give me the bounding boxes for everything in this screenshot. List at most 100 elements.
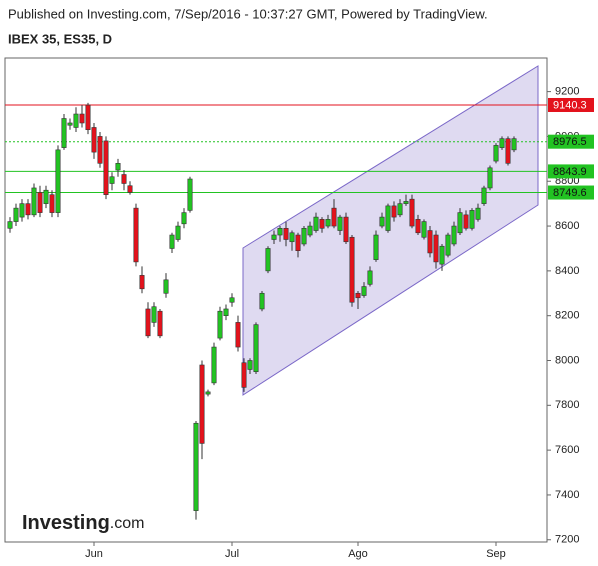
candle-body: [157, 310, 163, 337]
x-tick-label: Ago: [348, 548, 368, 560]
candle-body: [349, 236, 355, 303]
candle-body: [433, 234, 439, 263]
y-tick-label: 8400: [555, 265, 579, 277]
candle-body: [37, 192, 43, 213]
candle-body: [193, 422, 199, 511]
level-label: 8843.9: [553, 166, 587, 178]
y-tick-label: 7600: [555, 444, 579, 456]
candle-body: [409, 198, 415, 227]
candle-body: [55, 149, 61, 213]
candle-body: [235, 322, 241, 348]
candle-body: [103, 140, 109, 195]
candle-body: [421, 221, 427, 238]
header: Published on Investing.com, 7/Sep/2016 -…: [8, 6, 488, 21]
y-tick-label: 7800: [555, 399, 579, 411]
candle-body: [151, 306, 157, 323]
y-tick-label: 7400: [555, 489, 579, 501]
candle-body: [295, 234, 301, 252]
candle-body: [175, 225, 181, 240]
candle-body: [49, 194, 55, 213]
candle-body: [319, 219, 325, 229]
candle-body: [79, 113, 85, 124]
candle-body: [487, 167, 493, 189]
candle-body: [115, 163, 121, 171]
y-tick-label: 7200: [555, 534, 579, 546]
candle-body: [277, 227, 283, 236]
candle-body: [481, 187, 487, 204]
level-label-box: [548, 185, 594, 200]
candle-body: [301, 227, 307, 245]
level-label-box: [548, 134, 594, 149]
level-label-box: [548, 164, 594, 179]
trend-channel: [242, 65, 539, 396]
candle-body: [229, 297, 235, 303]
logo: Investing.com: [22, 512, 144, 534]
candle-body: [73, 113, 79, 128]
chart-title: IBEX 35, ES35, D: [8, 31, 112, 46]
candle-body: [127, 185, 133, 193]
candle-body: [247, 360, 253, 370]
y-tick-label: 9200: [555, 86, 579, 98]
candle-body: [391, 205, 397, 218]
candle-body: [499, 138, 505, 148]
candle-body: [241, 362, 247, 388]
candle-body: [379, 216, 385, 227]
candle-body: [25, 203, 31, 216]
candle-body: [223, 308, 229, 316]
candle-body: [445, 234, 451, 256]
candle-body: [217, 310, 223, 339]
candle-body: [373, 234, 379, 260]
candle-body: [463, 214, 469, 229]
candle-body: [427, 230, 433, 254]
y-tick-label: 8000: [555, 354, 579, 366]
marks: [5, 102, 547, 520]
candle-body: [271, 234, 277, 240]
candle-body: [211, 346, 217, 384]
candle-body: [451, 225, 457, 245]
candle-body: [415, 219, 421, 234]
candle-body: [61, 118, 67, 148]
candle-body: [331, 207, 337, 227]
candle-body: [361, 286, 367, 296]
candle-body: [337, 216, 343, 231]
candle-body: [97, 136, 103, 164]
logo-main: Investing: [22, 512, 110, 534]
candle-body: [19, 203, 25, 218]
candle-body: [85, 104, 91, 131]
candle-body: [169, 234, 175, 249]
candle-body: [91, 127, 97, 153]
candle-body: [397, 203, 403, 216]
candle-body: [109, 176, 115, 184]
candle-body: [439, 245, 445, 265]
level-label: 8749.6: [553, 187, 587, 199]
candle-body: [385, 205, 391, 231]
candle-body: [133, 207, 139, 263]
candle-body: [13, 207, 19, 222]
candle-body: [67, 122, 73, 126]
candle-body: [7, 221, 13, 229]
level-label-box: [548, 97, 594, 112]
candle-body: [325, 219, 331, 227]
candle-body: [259, 292, 265, 310]
candle-body: [187, 178, 193, 211]
candle-body: [355, 292, 361, 299]
candle-body: [181, 212, 187, 225]
candle-body: [43, 189, 49, 204]
candle-body: [505, 138, 511, 164]
candle-body: [469, 210, 475, 229]
candle-body: [493, 145, 499, 162]
candle-body: [283, 227, 289, 240]
candle-body: [265, 248, 271, 272]
candle-body: [31, 187, 37, 216]
candle-body: [289, 232, 295, 243]
candle-body: [139, 275, 145, 290]
y-tick-label: 8200: [555, 310, 579, 322]
x-tick-label: Jun: [85, 548, 103, 560]
level-label: 8976.5: [553, 136, 587, 148]
candle-body: [121, 174, 127, 184]
candle-body: [367, 270, 373, 285]
level-label: 9140.3: [553, 99, 587, 111]
candle-body: [457, 212, 463, 234]
candle-body: [145, 308, 151, 337]
